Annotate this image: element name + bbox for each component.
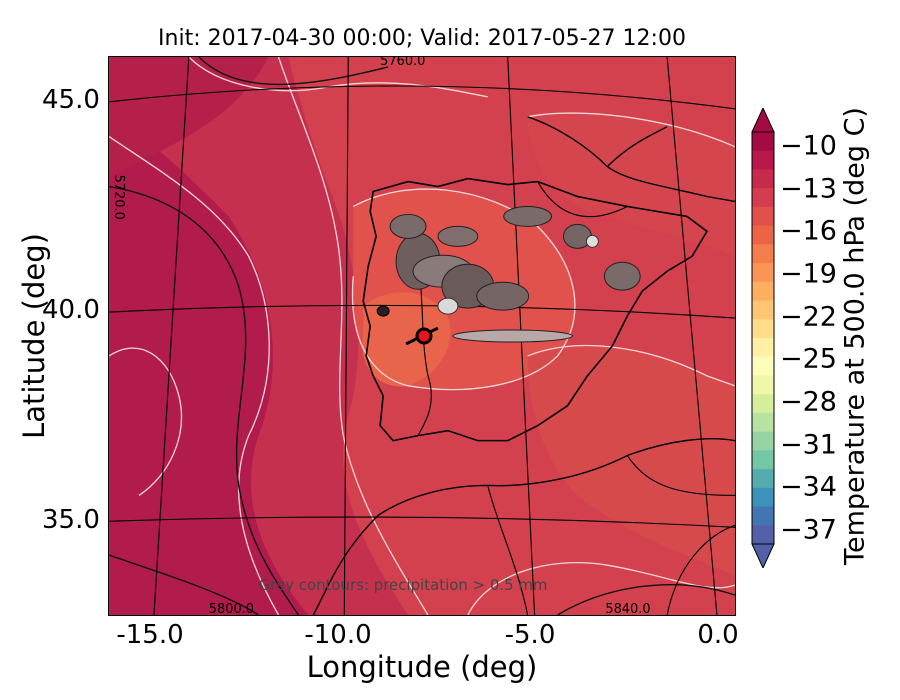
- colorbar-segment: [752, 281, 774, 302]
- x-tick-label: -15.0: [116, 620, 184, 650]
- colorbar-segment: [752, 244, 774, 264]
- colorbar-tick-label: −28: [780, 386, 837, 418]
- colorbar-segment: [752, 412, 774, 433]
- colorbar-tick-label: −10: [780, 130, 837, 162]
- colorbar-segment: [752, 469, 774, 489]
- temperature-band-northeast: [527, 113, 735, 257]
- colorbar-segment: [752, 188, 774, 208]
- station-marker: [415, 327, 433, 345]
- colorbar-tick-label: −19: [780, 258, 837, 290]
- colorbar-tick-label: −25: [780, 343, 837, 375]
- colorbar-label: Temperature at 500.0 hPa (deg C): [839, 107, 871, 565]
- map-panel: 5760.0 5720.0 5800.0 5840.0 Grey contour…: [108, 56, 736, 616]
- colorbar-segment: [752, 450, 774, 470]
- colorbar-tick-label: −16: [780, 215, 837, 247]
- plot-title: Init: 2017-04-30 00:00; Valid: 2017-05-2…: [158, 26, 686, 51]
- colorbar-segment: [752, 263, 774, 283]
- colorbar-segment: [752, 132, 774, 152]
- colorbar-outline: [751, 131, 775, 545]
- y-tick-label: 40.0: [42, 295, 100, 325]
- x-tick-label: -5.0: [504, 620, 556, 650]
- y-tick-label: 45.0: [42, 85, 100, 115]
- y-tick-label: 35.0: [42, 505, 100, 535]
- coastline-france: [527, 116, 735, 203]
- colorbar: [751, 108, 775, 568]
- colorbar-segment: [752, 506, 774, 526]
- contour-label-bottom-left: 5800.0: [209, 602, 254, 615]
- x-axis-label: Longitude (deg): [306, 650, 538, 684]
- colorbar-segment: [752, 319, 774, 339]
- colorbar-segment: [752, 487, 774, 508]
- y-axis-label: Latitude (deg): [17, 233, 51, 439]
- colorbar-tick-label: −34: [780, 471, 837, 503]
- colorbar-segment: [752, 150, 774, 170]
- colorbar-segment: [752, 375, 774, 395]
- colorbar-segment: [752, 169, 774, 189]
- colorbar-segment: [752, 338, 774, 358]
- colorbar-segment: [752, 394, 774, 414]
- colorbar-segment: [752, 300, 774, 320]
- temperature-band-cold-west: [109, 116, 309, 615]
- colorbar-segment: [752, 525, 774, 545]
- colorbar-tick-label: −31: [780, 429, 837, 461]
- temperature-map: 5760.0 5720.0 5800.0 5840.0 Grey contour…: [109, 57, 735, 615]
- colorbar-segment: [752, 356, 774, 376]
- colorbar-tick-label: −13: [780, 173, 837, 205]
- colorbar-segment: [752, 225, 774, 245]
- contour-label-top: 5760.0: [380, 57, 425, 69]
- coastline-iberia: [362, 177, 709, 442]
- temperature-band-cold-northwest: [109, 57, 269, 177]
- colorbar-segment: [752, 206, 774, 227]
- contour-label-bottom-right: 5840.0: [605, 602, 650, 615]
- colorbar-tick-label: −22: [780, 301, 837, 333]
- height-contours: [109, 57, 735, 615]
- graticule: [109, 57, 735, 615]
- precipitation-annotation: Grey contours: precipitation > 0.5 mm: [259, 576, 548, 594]
- colorbar-extend-max: [751, 108, 775, 133]
- contour-label-left: 5720.0: [111, 175, 126, 220]
- colorbar-extend-min: [751, 543, 775, 568]
- x-tick-label: -10.0: [304, 620, 372, 650]
- x-tick-label: 0.0: [697, 620, 739, 650]
- coastline-africa: [312, 438, 735, 615]
- precipitation-contours: [376, 205, 641, 343]
- colorbar-tick-label: −37: [780, 514, 837, 546]
- colorbar-segment: [752, 431, 774, 451]
